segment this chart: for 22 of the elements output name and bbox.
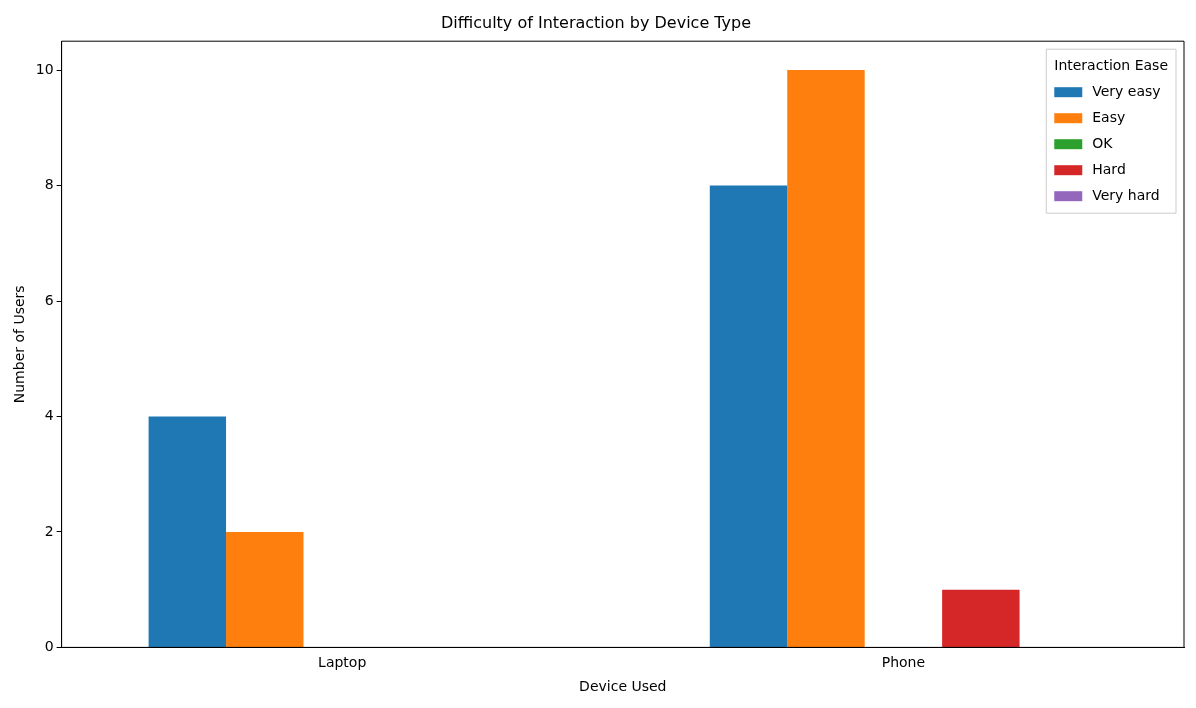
chart-title: Difficulty of Interaction by Device Type <box>440 12 752 32</box>
legend-label: Very easy <box>1092 82 1161 99</box>
bar <box>148 416 227 647</box>
bar <box>787 70 865 647</box>
y-tick-label: 4 <box>44 407 54 424</box>
y-tick-label: 6 <box>44 291 54 308</box>
y-tick-label: 0 <box>44 638 54 655</box>
x-axis-title: Device Used <box>579 678 667 695</box>
legend-title: Interaction Ease <box>1054 56 1169 73</box>
y-tick-label: 10 <box>35 60 54 77</box>
legend-label: Easy <box>1092 108 1126 125</box>
bar <box>226 531 304 647</box>
x-tick-label: Laptop <box>318 654 367 671</box>
x-tick-label: Phone <box>881 654 926 671</box>
y-tick-label: 2 <box>44 522 54 539</box>
legend-label: Very hard <box>1092 186 1160 203</box>
bar <box>709 185 788 647</box>
legend-label: Hard <box>1092 160 1126 177</box>
legend-label: OK <box>1092 134 1114 151</box>
y-tick-label: 8 <box>44 176 54 193</box>
y-axis-title: Number of Users <box>11 285 28 404</box>
bar <box>942 589 1020 647</box>
